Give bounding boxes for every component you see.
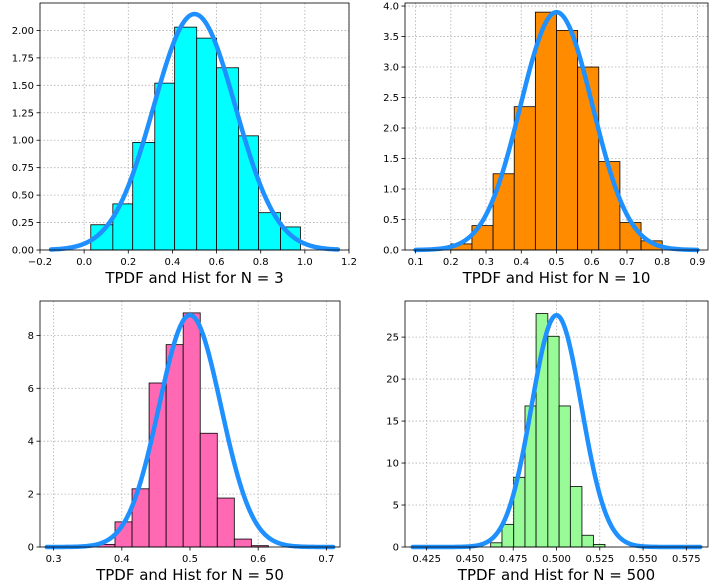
x-tick-label: 0.9 [689,257,705,268]
x-tick-label: 0.7 [619,257,635,268]
y-tick-label: 0.0 [383,246,399,257]
x-tick-label: 0.7 [318,554,334,565]
y-tick-label: 0 [28,543,34,554]
x-tick-label: 0.4 [513,257,529,268]
histogram-bar [490,542,503,548]
histogram-bar [196,37,217,251]
histogram-bar [199,432,218,548]
y-tick-label: 1.25 [12,108,34,119]
histogram-bar [165,344,184,548]
histogram-bar [513,106,536,251]
y-tick-label: 15 [386,417,399,428]
x-tick-label: 0.525 [585,554,614,565]
histogram-bar [182,312,201,548]
x-tick-label: 1.2 [341,257,357,268]
histogram-bar [581,534,594,548]
x-axis-label: TPDF and Hist for N = 3 [104,269,283,287]
y-tick-label: 10 [386,459,399,470]
x-tick-label: 0.425 [412,554,441,565]
x-tick-label: 0.6 [250,554,266,565]
y-tick-label: 3.0 [383,63,399,74]
x-tick-label: 0.5 [549,257,565,268]
x-tick-label: 1.0 [297,257,313,268]
x-tick-label: 0.3 [46,554,62,565]
x-tick-label: 0.8 [253,257,269,268]
x-tick-label: 0.500 [542,554,571,565]
x-tick-label: 0.3 [478,257,494,268]
histogram-bar [501,523,515,548]
y-tick-label: 6 [28,384,34,395]
x-tick-label: 0.475 [499,554,528,565]
subplot-3: 0.3 0.4 0.5 0.6 0.7 0 2 4 6 8 TPDF and Hist for N … [28,300,341,583]
y-tick-label: 4.0 [383,2,399,13]
x-axis-label: TPDF and Hist for N = 500 [457,566,655,583]
x-tick-label: 0.2 [443,257,459,268]
y-tick-label: 1.5 [383,154,399,165]
axes-frame [39,2,350,251]
x-axis-label: TPDF and Hist for N = 10 [462,269,651,287]
y-tick-label: 1.0 [383,185,399,196]
histogram-bar [569,486,583,548]
x-axis-label: TPDF and Hist for N = 50 [95,566,284,583]
histogram-bar [558,405,571,548]
y-tick-label: 3.5 [383,32,399,43]
y-tick-label: 4 [28,437,34,448]
x-tick-label: 0.5 [182,554,198,565]
pdf-curve [413,9,700,253]
y-tick-label: 0.00 [12,246,34,257]
histogram-bar [534,11,557,251]
histogram-bar [547,335,560,548]
y-tick-label: 0.25 [12,218,34,229]
x-tick-label: 0.6 [584,257,600,268]
pdf-curve [48,11,341,252]
subplot-4: 0.425 0.450 0.475 0.500 0.525 0.550 0.575 0 5 10 1… [386,300,709,583]
y-tick-label: 20 [386,375,399,386]
y-tick-label: 2.5 [383,93,399,104]
x-tick-label: 0.2 [120,257,136,268]
y-tick-label: 5 [393,501,399,512]
histogram-bar [233,538,252,548]
y-tick-label: 25 [386,333,399,344]
y-tick-label: 1.00 [12,136,34,147]
y-tick-label: 1.75 [12,53,34,64]
x-tick-label: 0.8 [654,257,670,268]
x-tick-label: 0.6 [209,257,225,268]
x-tick-label: 0.550 [629,554,658,565]
histogram-bar [556,30,579,251]
y-tick-label: 2 [28,490,34,501]
histogram-bar [619,222,642,251]
y-tick-label: 2.0 [383,124,399,135]
x-tick-label: 0.4 [114,554,130,565]
y-tick-label: 1.50 [12,81,34,92]
histogram-bar [154,82,176,251]
x-tick-label: −0.2 [28,257,52,268]
y-tick-label: 8 [28,331,34,342]
x-tick-label: 0.1 [408,257,424,268]
y-tick-label: 0.50 [12,191,34,202]
x-tick-label: 0.0 [76,257,92,268]
x-tick-label: 0.450 [456,554,485,565]
subplot-1: −0.2 0.0 0.2 0.4 0.6 0.8 1.0 1.2 0.00 0.25 0.50 0.7… [12,2,357,287]
y-tick-label: 2.00 [12,26,34,37]
y-tick-label: 0 [393,543,399,554]
pdf-curve [44,312,336,550]
histogram-bar [216,67,240,251]
x-tick-label: 0.575 [672,554,701,565]
x-tick-label: 0.4 [164,257,180,268]
histogram-bar [174,26,198,251]
subplot-2: 0.1 0.2 0.3 0.4 0.5 0.6 0.7 0.8 0.9 0.0 0.5 1.0 1.5 2… [383,2,709,287]
histogram-bar [216,497,235,548]
y-tick-label: 0.5 [383,215,399,226]
y-tick-label: 0.75 [12,163,34,174]
